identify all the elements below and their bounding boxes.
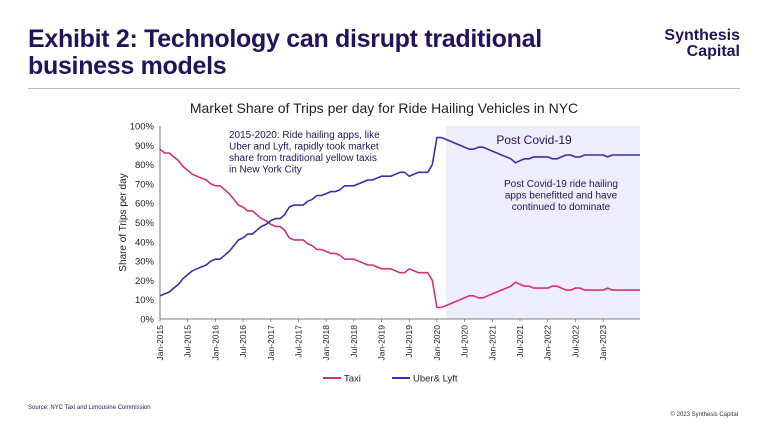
x-tick-label: Jan-2017 <box>266 325 276 361</box>
pre-covid-note-line: 2015-2020: Ride hailing apps, like <box>229 130 380 141</box>
post-covid-note-line: continued to dominate <box>512 202 611 213</box>
x-tick-label: Jul-2020 <box>460 325 470 358</box>
y-tick-label: 10% <box>135 295 155 306</box>
copyright-note: © 2023 Synthesis Capital <box>670 412 738 418</box>
logo-line-1: Synthesis <box>664 27 740 44</box>
x-tick-label: Jul-2016 <box>238 325 248 358</box>
x-tick-label: Jul-2019 <box>404 325 414 358</box>
x-tick-label: Jul-2021 <box>515 325 525 358</box>
x-tick-label: Jan-2022 <box>543 325 553 361</box>
taxi-series-line <box>159 148 640 309</box>
exhibit-title: Exhibit 2: Technology can disrupt tradit… <box>28 25 542 80</box>
x-tick-label: Jul-2015 <box>183 325 193 358</box>
synthesis-capital-logo: Synthesis Capital <box>664 28 740 60</box>
x-tick-label: Jan-2018 <box>321 325 331 361</box>
y-axis-label: Share of Trips per day <box>118 173 129 271</box>
chart-title: Market Share of Trips per day for Ride H… <box>189 100 579 116</box>
y-tick-label: 70% <box>135 179 155 190</box>
legend-uber-lyft-label: Uber& Lyft <box>413 374 458 385</box>
uber-lyft-series-line <box>159 136 640 297</box>
y-tick-label: 90% <box>135 141 155 152</box>
x-tick-label: Jan-2015 <box>155 325 165 361</box>
pre-covid-note-line: share from traditional yellow taxis <box>229 153 377 164</box>
y-tick-label: 40% <box>135 237 155 248</box>
pre-covid-note-line: in New York City <box>229 165 302 176</box>
x-tick-label: Jan-2021 <box>487 325 497 361</box>
x-tick-label: Jul-2018 <box>349 325 359 358</box>
x-tick-label: Jul-2017 <box>293 325 303 358</box>
y-tick-label: 100% <box>130 122 155 133</box>
y-tick-label: 30% <box>135 257 155 268</box>
header-divider <box>28 88 740 89</box>
post-covid-note-line: apps benefitted and have <box>505 191 618 202</box>
post-covid-label-line: Post Covid-19 <box>496 133 572 147</box>
post-covid-shaded-region <box>446 126 640 319</box>
y-tick-label: 20% <box>135 276 155 287</box>
y-tick-label: 50% <box>135 218 155 229</box>
pre-covid-note-line: Uber and Lyft, rapidly took market <box>229 142 379 153</box>
x-tick-label: Jul-2022 <box>570 325 580 358</box>
y-tick-label: 0% <box>140 315 154 326</box>
source-note: Source: NYC Taxi and Limousine Commissio… <box>28 405 151 411</box>
logo-line-2: Capital <box>686 43 740 60</box>
y-tick-label: 60% <box>135 199 155 210</box>
x-tick-label: Jan-2016 <box>210 325 220 361</box>
x-tick-label: Jan-2019 <box>377 325 387 361</box>
x-tick-label: Jan-2020 <box>432 325 442 361</box>
legend-taxi-label: Taxi <box>344 374 361 385</box>
y-tick-label: 80% <box>135 160 155 171</box>
post-covid-note-line: Post Covid-19 ride hailing <box>504 179 618 190</box>
x-tick-label: Jan-2023 <box>598 325 608 361</box>
